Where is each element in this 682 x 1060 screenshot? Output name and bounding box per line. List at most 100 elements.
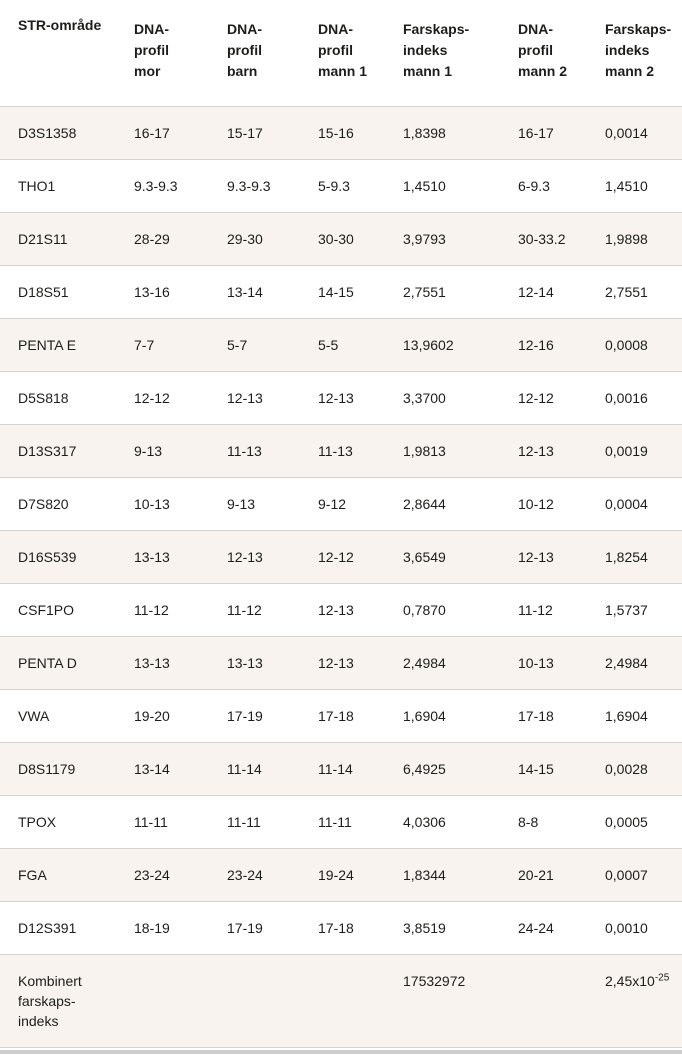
table-row-csf1po: CSF1PO 11-12 11-12 12-13 0,7870 11-12 1,… bbox=[0, 582, 682, 636]
fi1-cell: 2,4984 bbox=[403, 635, 518, 689]
fi2-cell: 0,0014 bbox=[605, 105, 682, 159]
fi2-cell: 2,7551 bbox=[605, 264, 682, 318]
table-row-tpox: TPOX 11-11 11-11 11-11 4,0306 8-8 0,0005 bbox=[0, 794, 682, 848]
mann2-cell: 16-17 bbox=[518, 105, 605, 159]
table-row-penta-d: PENTA D 13-13 13-13 12-13 2,4984 10-13 2… bbox=[0, 635, 682, 689]
marker-cell: CSF1PO bbox=[0, 582, 134, 636]
barn-cell: 15-17 bbox=[227, 105, 318, 159]
table-header: STR-område DNA- profil mor DNA- profil b… bbox=[0, 0, 682, 106]
marker-cell: D16S539 bbox=[0, 529, 134, 583]
barn-cell: 9-13 bbox=[227, 476, 318, 530]
fi1-cell: 3,8519 bbox=[403, 900, 518, 954]
fi1-cell: 6,4925 bbox=[403, 741, 518, 795]
fi2-cell: 0,0016 bbox=[605, 370, 682, 424]
mann2-cell: 20-21 bbox=[518, 847, 605, 901]
mann1-cell: 17-18 bbox=[318, 688, 403, 742]
mor-cell: 11-12 bbox=[134, 582, 227, 636]
marker-cell: PENTA E bbox=[0, 317, 134, 371]
mor-cell: 10-13 bbox=[134, 476, 227, 530]
fi1-cell: 4,0306 bbox=[403, 794, 518, 848]
table-row-d8s1179: D8S1179 13-14 11-14 11-14 6,4925 14-15 0… bbox=[0, 741, 682, 795]
table-body: D3S1358 16-17 15-17 15-16 1,8398 16-17 0… bbox=[0, 105, 682, 1048]
fi2-cell: 0,0028 bbox=[605, 741, 682, 795]
barn-cell: 12-13 bbox=[227, 370, 318, 424]
fi1-cell: 1,8398 bbox=[403, 105, 518, 159]
mann2-cell: 24-24 bbox=[518, 900, 605, 954]
mann1-cell: 11-13 bbox=[318, 423, 403, 477]
marker-cell: D7S820 bbox=[0, 476, 134, 530]
table-row-d13s317: D13S317 9-13 11-13 11-13 1,9813 12-13 0,… bbox=[0, 423, 682, 477]
fi2-cell: 1,6904 bbox=[605, 688, 682, 742]
column-header-farskapsindeks-mann2: Farskaps- indeks mann 2 bbox=[605, 21, 672, 80]
barn-cell: 11-13 bbox=[227, 423, 318, 477]
mann2-cell: 11-12 bbox=[518, 582, 605, 636]
mann1-cell: 9-12 bbox=[318, 476, 403, 530]
barn-cell: 11-14 bbox=[227, 741, 318, 795]
mann1-cell: 11-11 bbox=[318, 794, 403, 848]
table-row-fga: FGA 23-24 23-24 19-24 1,8344 20-21 0,000… bbox=[0, 847, 682, 901]
mann1-cell: 15-16 bbox=[318, 105, 403, 159]
mann1-cell: 12-13 bbox=[318, 635, 403, 689]
mann2-cell: 17-18 bbox=[518, 688, 605, 742]
marker-cell: PENTA D bbox=[0, 635, 134, 689]
barn-cell: 17-19 bbox=[227, 900, 318, 954]
table-row-d12s391: D12S391 18-19 17-19 17-18 3,8519 24-24 0… bbox=[0, 900, 682, 954]
table-row-d21s11: D21S11 28-29 29-30 30-30 3,9793 30-33.2 … bbox=[0, 211, 682, 265]
column-header-dna-profil-mor: DNA- profil mor bbox=[134, 21, 169, 80]
mor-cell-empty bbox=[134, 953, 227, 1048]
marker-cell: TPOX bbox=[0, 794, 134, 848]
combined-index-mann2-base: 2,45x10 bbox=[605, 972, 655, 989]
fi2-cell: 0,0005 bbox=[605, 794, 682, 848]
horizontal-scrollbar[interactable] bbox=[0, 1049, 682, 1054]
fi1-cell: 2,8644 bbox=[403, 476, 518, 530]
barn-cell: 12-13 bbox=[227, 529, 318, 583]
combined-index-label: Kombinert farskaps- indeks bbox=[0, 953, 134, 1048]
barn-cell: 17-19 bbox=[227, 688, 318, 742]
marker-cell: D13S317 bbox=[0, 423, 134, 477]
fi2-cell: 0,0008 bbox=[605, 317, 682, 371]
fi2-cell: 1,5737 bbox=[605, 582, 682, 636]
mor-cell: 23-24 bbox=[134, 847, 227, 901]
mor-cell: 16-17 bbox=[134, 105, 227, 159]
mann2-cell: 12-14 bbox=[518, 264, 605, 318]
fi2-cell: 1,8254 bbox=[605, 529, 682, 583]
mann1-cell: 12-13 bbox=[318, 582, 403, 636]
table-row-kombinert-farskapsindeks: Kombinert farskaps- indeks 17532972 2,45… bbox=[0, 953, 682, 1048]
column-header-dna-profil-mann1: DNA- profil mann 1 bbox=[318, 21, 368, 80]
fi2-cell: 0,0007 bbox=[605, 847, 682, 901]
mann1-cell: 14-15 bbox=[318, 264, 403, 318]
mann1-cell-empty bbox=[318, 953, 403, 1048]
fi1-cell: 1,6904 bbox=[403, 688, 518, 742]
mann1-cell: 5-9.3 bbox=[318, 158, 403, 212]
combined-index-mann2-exponent: -25 bbox=[654, 971, 670, 983]
mann2-cell: 10-12 bbox=[518, 476, 605, 530]
column-header-dna-profil-barn: DNA- profil barn bbox=[227, 21, 262, 80]
table-row-d7s820: D7S820 10-13 9-13 9-12 2,8644 10-12 0,00… bbox=[0, 476, 682, 530]
fi1-cell: 1,9813 bbox=[403, 423, 518, 477]
fi2-cell: 1,4510 bbox=[605, 158, 682, 212]
table-row-d3s1358: D3S1358 16-17 15-17 15-16 1,8398 16-17 0… bbox=[0, 105, 682, 159]
fi1-cell: 3,3700 bbox=[403, 370, 518, 424]
mann1-cell: 30-30 bbox=[318, 211, 403, 265]
barn-cell: 13-13 bbox=[227, 635, 318, 689]
mann1-cell: 5-5 bbox=[318, 317, 403, 371]
mann2-cell: 8-8 bbox=[518, 794, 605, 848]
column-header-str-omrade: STR-område bbox=[18, 17, 102, 33]
fi2-cell: 2,4984 bbox=[605, 635, 682, 689]
table-row-vwa: VWA 19-20 17-19 17-18 1,6904 17-18 1,690… bbox=[0, 688, 682, 742]
marker-cell: D12S391 bbox=[0, 900, 134, 954]
marker-cell: D8S1179 bbox=[0, 741, 134, 795]
mor-cell: 9.3-9.3 bbox=[134, 158, 227, 212]
mann1-cell: 12-13 bbox=[318, 370, 403, 424]
mann2-cell: 12-13 bbox=[518, 529, 605, 583]
mor-cell: 28-29 bbox=[134, 211, 227, 265]
fi2-cell: 1,9898 bbox=[605, 211, 682, 265]
marker-cell: THO1 bbox=[0, 158, 134, 212]
mor-cell: 18-19 bbox=[134, 900, 227, 954]
barn-cell: 11-12 bbox=[227, 582, 318, 636]
fi2-cell: 0,0010 bbox=[605, 900, 682, 954]
mor-cell: 11-11 bbox=[134, 794, 227, 848]
mor-cell: 12-12 bbox=[134, 370, 227, 424]
mann1-cell: 17-18 bbox=[318, 900, 403, 954]
